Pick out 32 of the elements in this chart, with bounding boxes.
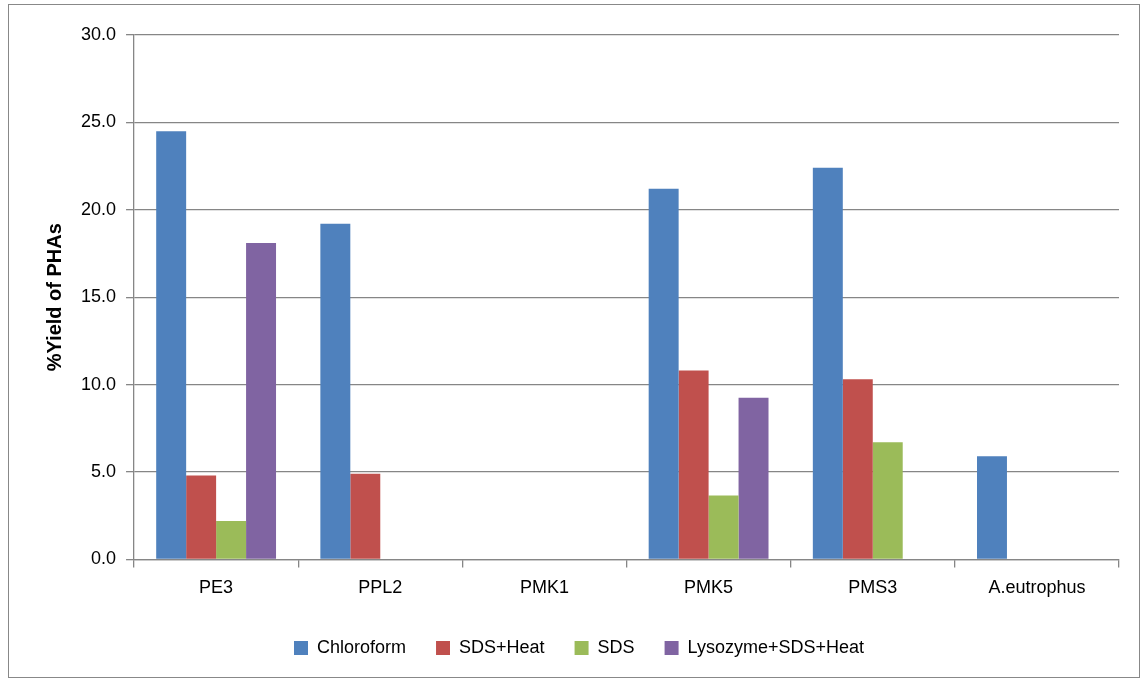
bar: [350, 473, 381, 559]
bar: [708, 495, 739, 559]
bar: [320, 223, 351, 559]
bar: [216, 520, 247, 559]
bar: [678, 370, 709, 559]
bar: [812, 167, 843, 559]
x-tick-label: PMS3: [848, 577, 898, 598]
x-tick-label: PE3: [199, 577, 234, 598]
bar: [738, 397, 769, 559]
legend-label: Chloroform: [317, 636, 407, 657]
x-tick-label: PPL2: [358, 577, 403, 598]
x-tick-label: A.eutrophus: [988, 577, 1086, 598]
x-tick-label: PMK5: [684, 577, 734, 598]
y-tick-label: 10.0: [80, 373, 117, 394]
y-tick-label: 20.0: [80, 198, 117, 219]
y-tick-label: 0.0: [91, 548, 117, 569]
y-tick-label: 15.0: [80, 286, 117, 307]
y-axis-title: %Yield of PHAs: [42, 223, 65, 372]
bar: [246, 243, 277, 559]
bar: [842, 379, 873, 559]
y-tick-label: 5.0: [91, 460, 117, 481]
y-tick-label: 30.0: [80, 23, 117, 44]
legend-label: SDS+Heat: [459, 636, 545, 657]
legend-label: SDS: [597, 636, 635, 657]
bar: [648, 188, 679, 559]
bar: [186, 475, 217, 559]
bar: [872, 442, 903, 559]
bar: [156, 131, 187, 559]
bar: [977, 456, 1007, 559]
legend-label: Lysozyme+SDS+Heat: [687, 636, 864, 657]
x-tick-label: PMK1: [519, 577, 569, 598]
y-tick-label: 25.0: [80, 111, 117, 132]
